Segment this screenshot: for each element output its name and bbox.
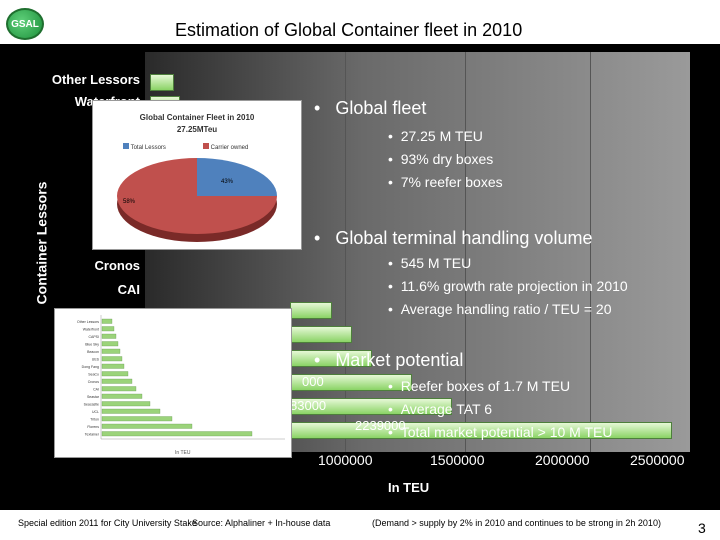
small-bar [101, 341, 119, 347]
small-bars: Other Lessors Waterfront CAPSI Blue Sky Beac… [77, 318, 253, 437]
x-tick-label: 1000000 [318, 452, 373, 468]
x-tick-label: 1500000 [430, 452, 485, 468]
small-category-label: UES [92, 358, 100, 362]
slide-title: Estimation of Global Container fleet in … [175, 20, 523, 40]
category-label: CAI [117, 282, 140, 297]
value-label: 000 [302, 374, 324, 389]
bullet-heading: • Global terminal handling volume [314, 228, 593, 248]
small-category-label: Blue Sky [85, 343, 99, 347]
bar [290, 302, 332, 319]
x-tick-label: 2500000 [630, 452, 685, 468]
small-bar [101, 393, 143, 399]
footer [0, 510, 720, 540]
small-bar [101, 348, 121, 354]
small-bar-chart: Other Lessors Waterfront CAPSI Blue Sky Beac… [77, 315, 285, 456]
pie-subtitle: 27.25MTeu [176, 125, 218, 134]
footer-source: Source: Alphaliner + In-house data [192, 518, 331, 528]
page-number: 3 [698, 520, 706, 536]
bullet-item: • Reefer boxes of 1.7 M TEU [388, 378, 571, 394]
bullet-item: • 7% reefer boxes [388, 174, 503, 190]
small-category-label: Other Lessors [77, 320, 99, 324]
small-category-label: Seastar [87, 395, 100, 399]
small-bar [101, 318, 113, 324]
bullet-item: • Average handling ratio / TEU = 20 [388, 301, 612, 317]
small-category-label: Triton [90, 418, 99, 422]
small-bar [101, 401, 151, 407]
legend-swatch [123, 143, 129, 149]
x-axis-title: In TEU [388, 480, 430, 495]
pie-slice-lessors [197, 158, 277, 196]
small-category-label: Beacon [87, 350, 99, 354]
slice-label: 58% [123, 199, 136, 205]
small-bar [101, 363, 125, 369]
small-category-label: Cronos [88, 380, 100, 384]
bullet-heading: • Market potential [314, 350, 464, 370]
small-bar [101, 333, 117, 339]
bullet-item: • 27.25 M TEU [388, 128, 483, 144]
bullet-heading: • Global fleet [314, 98, 427, 118]
legend-item: Carrier owned [203, 143, 248, 151]
small-category-label: Waterfront [83, 328, 99, 332]
pie-chart: 43% 58% [117, 158, 277, 242]
category-label: Cronos [94, 258, 141, 273]
category-label: Other Lessors [51, 72, 140, 87]
gsal-logo: GSAL [6, 8, 44, 40]
bar [290, 326, 352, 343]
gridline [590, 52, 591, 452]
small-bar [101, 356, 123, 362]
small-category-label: Dong Fang [82, 365, 99, 369]
small-bar [101, 416, 173, 422]
bar [150, 74, 174, 91]
small-bar [101, 408, 161, 414]
gridline [345, 52, 346, 452]
small-bar [101, 431, 253, 437]
small-category-label: CAI [93, 388, 99, 392]
small-bar [101, 378, 133, 384]
bullet-item: • Average TAT 6 [388, 401, 493, 417]
footer-right-text: (Demand > supply by 2% in 2010 and conti… [372, 518, 661, 528]
small-category-label: SeaCo [88, 373, 99, 377]
pie-slice-carrier [117, 158, 277, 234]
value-label: 2239000 [355, 418, 406, 433]
gridline [465, 52, 466, 452]
small-category-label: Florens [87, 425, 99, 429]
small-category-label: CAPSI [88, 335, 99, 339]
bullet-item: • 545 M TEU [388, 255, 472, 271]
small-category-label: UCL [92, 410, 99, 414]
bullet-item: • Total market potential > 10 M TEU [388, 424, 613, 440]
header: GSAL Estimation of Global Container flee… [0, 0, 720, 44]
small-x-title: In TEU [175, 450, 191, 456]
small-bar [101, 386, 137, 392]
small-bar [101, 423, 193, 429]
x-tick-label: 2000000 [535, 452, 590, 468]
slice-label: 43% [221, 179, 234, 185]
legend-item: Total Lessors [123, 143, 166, 151]
bullet-item: • 93% dry boxes [388, 151, 494, 167]
pie-chart-card: Global Container Fleet in 2010 27.25MTeu… [92, 100, 302, 250]
legend-swatch [203, 143, 209, 149]
small-bar [101, 326, 115, 332]
y-axis-title: Container Lessors [33, 181, 50, 305]
pie-title: Global Container Fleet in 2010 [139, 113, 255, 122]
small-category-label: Textainer [85, 433, 100, 437]
small-bar-chart-card: Other Lessors Waterfront CAPSI Blue Sky Beac… [54, 308, 292, 458]
small-bar [101, 371, 129, 377]
small-category-label: Seacastle [84, 403, 99, 407]
value-label: 83000 [290, 398, 327, 413]
bullet-item: • 11.6% growth rate projection in 2010 [388, 278, 628, 294]
footer-left-text: Special edition 2011 for City University… [18, 518, 197, 528]
